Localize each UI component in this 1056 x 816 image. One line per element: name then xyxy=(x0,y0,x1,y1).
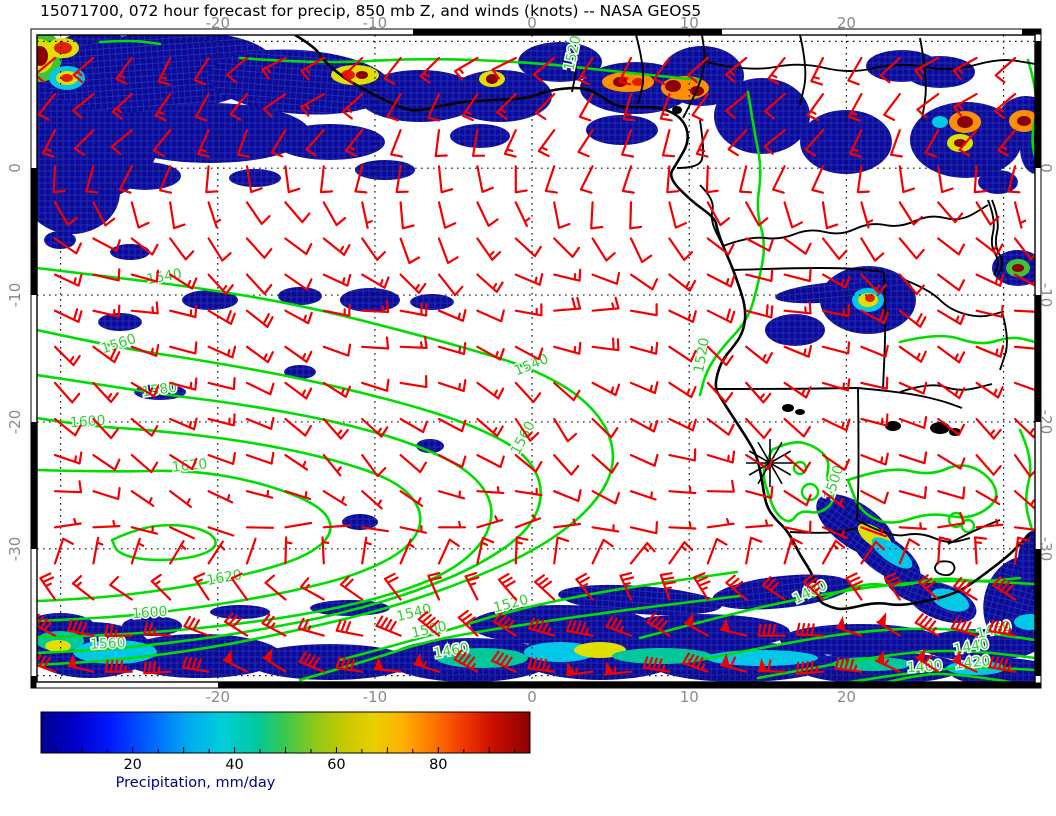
top-axis-tick-label: 20 xyxy=(836,14,856,32)
top-axis-tick-label: -10 xyxy=(362,14,388,32)
top-axis-tick-label: 10 xyxy=(679,14,699,32)
bottom-axis-tick-label: 0 xyxy=(527,688,537,706)
left-axis-tick-label: -30 xyxy=(6,536,24,562)
svg-text:1580: 1580 xyxy=(141,380,179,401)
colorbar xyxy=(40,711,531,754)
svg-text:1600: 1600 xyxy=(131,604,168,622)
left-axis-tick-label: 0 xyxy=(6,163,24,173)
bottom-axis-tick-label: -10 xyxy=(362,688,388,706)
svg-text:1560: 1560 xyxy=(90,635,126,653)
svg-text:1600: 1600 xyxy=(69,413,106,431)
left-axis-tick-label: -10 xyxy=(6,282,24,308)
colorbar-tick-label: 60 xyxy=(327,757,346,773)
map-content: 1540156015801600162015401560152015201500… xyxy=(37,35,1035,682)
svg-text:1420: 1420 xyxy=(954,653,991,673)
svg-text:1400: 1400 xyxy=(906,658,943,676)
africa-coastline xyxy=(294,35,1032,611)
top-axis-tick-label: -20 xyxy=(205,14,230,32)
map-frame xyxy=(31,29,1041,688)
colorbar-tick-label: 40 xyxy=(225,757,244,773)
right-axis-tick-label: -30 xyxy=(1037,536,1055,562)
bottom-axis-tick-label: 20 xyxy=(836,688,856,706)
right-axis-tick-label: -20 xyxy=(1037,409,1055,435)
top-axis-tick-label: 0 xyxy=(527,14,537,32)
colorbar-title: Precipitation, mm/day xyxy=(115,775,276,791)
bottom-axis-tick-label: -20 xyxy=(205,688,230,706)
bottom-axis-tick-label: 10 xyxy=(679,688,699,706)
right-axis-tick-label: 0 xyxy=(1037,163,1055,173)
colorbar-tick-label: 20 xyxy=(123,757,142,773)
right-axis-tick-label: -10 xyxy=(1037,282,1055,308)
left-axis-tick-label: -20 xyxy=(6,409,24,435)
wind-barbs xyxy=(37,56,1035,677)
colorbar-tick-label: 80 xyxy=(429,757,448,773)
page-title: 15071700, 072 hour forecast for precip, … xyxy=(40,2,702,20)
